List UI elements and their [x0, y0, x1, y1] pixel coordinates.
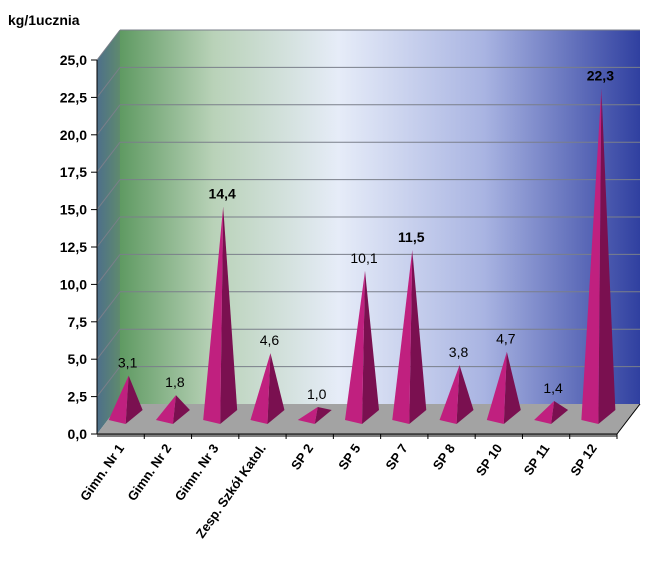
y-tick-label: 10,0: [60, 276, 87, 292]
gridline-side: [96, 179, 121, 210]
pyramid-bar: [392, 249, 427, 424]
x-tick-label: SP 7: [382, 441, 410, 473]
y-tick-label: 15,0: [60, 202, 87, 218]
pyramid-face-side: [172, 395, 190, 424]
data-label: 1,0: [307, 386, 327, 402]
pyramid-face-front: [345, 270, 365, 424]
pyramid-face-side: [314, 407, 332, 424]
pyramid-bar: [250, 353, 285, 424]
y-tick-label: 17,5: [60, 164, 87, 180]
pyramid-face-front: [439, 365, 460, 424]
x-axis-depth: [616, 403, 641, 435]
pyramid-bar: [203, 206, 238, 424]
y-axis-label: kg/1ucznia: [8, 12, 80, 28]
y-tick-label: 20,0: [60, 127, 87, 143]
y-tick-label: 7,5: [68, 314, 88, 330]
pyramid-face-side: [551, 401, 569, 424]
x-tick-label: SP 2: [288, 441, 316, 473]
x-tick-label: SP 12: [567, 441, 599, 478]
y-tick-label: 25,0: [60, 52, 87, 68]
pyramid-face-side: [125, 375, 143, 424]
data-label: 11,5: [398, 229, 425, 245]
gridline-side: [96, 291, 121, 323]
gridline-side: [96, 216, 121, 248]
gridline-side: [96, 29, 121, 61]
pyramid-face-front: [108, 375, 129, 424]
pyramid-face-side: [409, 249, 427, 424]
data-label: 1,8: [165, 374, 185, 390]
y-tick-label: 2,5: [68, 389, 88, 405]
data-label: 3,8: [449, 344, 469, 360]
gridline-side: [96, 328, 121, 360]
x-tick-label: Gimn. Nr 1: [77, 441, 127, 503]
pyramid-face-side: [456, 365, 474, 424]
y-tick-label: 5,0: [68, 351, 88, 367]
pyramid-bar: [534, 401, 569, 424]
gridline-side: [96, 141, 121, 173]
x-tick-label: Gimn. Nr 3: [172, 441, 222, 503]
pyramid-face-front: [534, 401, 555, 424]
pyramid-face-front: [155, 395, 176, 424]
gridlines: [96, 29, 640, 397]
x-tick-label: SP 10: [473, 441, 505, 478]
gridline-side: [96, 104, 121, 136]
floor-edge: [97, 434, 617, 437]
data-label: 10,1: [350, 250, 377, 266]
pyramid-face-front: [581, 88, 602, 424]
pyramid-bar: [155, 395, 190, 424]
y-tick-label: 22,5: [60, 89, 87, 105]
pyramid-bar: [108, 375, 143, 424]
gridline-side: [96, 254, 121, 285]
data-label: 3,1: [118, 355, 138, 371]
pyramid-face-side: [362, 270, 379, 424]
pyramid-bar: [581, 88, 616, 424]
x-tick-label: Gimn. Nr 2: [124, 441, 174, 503]
data-label: 4,7: [496, 331, 516, 347]
y-tick-label: 0,0: [68, 426, 88, 442]
pyramid-bars: [108, 88, 616, 424]
pyramid-bar: [297, 407, 332, 424]
gridline-side: [96, 366, 121, 397]
pyramid-bar: [486, 351, 521, 424]
data-labels: 3,1 1,8 14,4 4,6 1,0 10,1 11,5 3,8 4,7 1,4 22,3: [118, 67, 614, 402]
gridline-side: [96, 67, 121, 98]
pyramid-face-front: [203, 206, 224, 424]
pyramid-face-side: [220, 206, 238, 424]
pyramid-bar: [345, 270, 379, 424]
pyramid-face-side: [267, 353, 285, 424]
x-tick-label: SP 8: [430, 441, 458, 473]
y-tick-label: 12,5: [60, 239, 87, 255]
data-label: 22,3: [587, 67, 614, 83]
pyramid-bar: [439, 365, 474, 424]
x-tick-label: SP 11: [520, 441, 552, 478]
x-tick-label: SP 5: [335, 441, 363, 473]
pyramid-face-front: [392, 249, 413, 424]
pyramid-face-front: [486, 351, 507, 424]
pyramid-face-side: [503, 351, 521, 424]
pyramid-face-front: [297, 407, 318, 424]
data-label: 14,4: [209, 186, 236, 202]
data-label: 1,4: [543, 380, 563, 396]
data-label: 4,6: [260, 332, 280, 348]
pyramid-face-front: [250, 353, 271, 424]
pyramid-face-side: [598, 88, 616, 424]
